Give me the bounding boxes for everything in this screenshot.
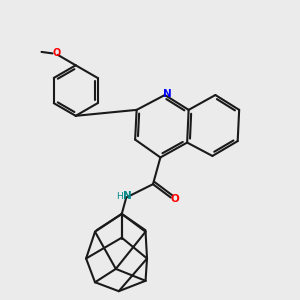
Text: N: N xyxy=(164,88,172,98)
Text: N: N xyxy=(123,191,132,201)
Text: O: O xyxy=(171,194,180,204)
Text: H: H xyxy=(116,192,123,201)
Text: O: O xyxy=(52,47,61,58)
